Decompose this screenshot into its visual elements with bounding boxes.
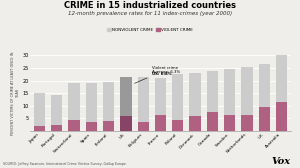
Bar — [34, 126, 45, 131]
Bar — [224, 69, 235, 115]
Bar — [51, 94, 62, 125]
Text: Violent crime
Average: 6.3%: Violent crime Average: 6.3% — [134, 66, 180, 83]
Bar — [172, 120, 183, 131]
Text: 12-month prevalence rates for 11 index-crimes (year 2000): 12-month prevalence rates for 11 index-c… — [68, 11, 232, 16]
Bar — [155, 115, 166, 131]
Bar — [51, 125, 62, 131]
Bar — [68, 83, 80, 120]
Bar — [155, 78, 166, 115]
Bar — [241, 67, 253, 115]
Bar — [190, 116, 201, 131]
Bar — [120, 116, 131, 131]
Bar — [207, 71, 218, 112]
Bar — [207, 112, 218, 131]
Bar — [86, 83, 97, 122]
Bar — [241, 115, 253, 131]
Text: Vox: Vox — [272, 157, 291, 166]
Legend: NONVIOLENT CRIME, VIOLENT CRIME: NONVIOLENT CRIME, VIOLENT CRIME — [105, 26, 195, 34]
Bar — [190, 73, 201, 116]
Bar — [138, 122, 149, 131]
Bar — [86, 122, 97, 131]
Bar — [276, 54, 287, 102]
Y-axis label: PERCENT VICTIMS OF CRIME AT LEAST ONCE IN
YEAR: PERCENT VICTIMS OF CRIME AT LEAST ONCE I… — [11, 52, 20, 135]
Bar — [259, 64, 270, 107]
Bar — [103, 82, 114, 121]
Text: US: 6.8%: US: 6.8% — [152, 72, 172, 76]
Bar — [259, 107, 270, 131]
Bar — [103, 121, 114, 131]
Bar — [68, 120, 80, 131]
Bar — [120, 77, 131, 116]
Text: SOURCE: Jeffrey Swanson, International Crime Victims Survey, Gallup Europe.: SOURCE: Jeffrey Swanson, International C… — [3, 162, 127, 166]
Bar — [138, 77, 149, 122]
Text: CRIME in 15 industrialized countries: CRIME in 15 industrialized countries — [64, 1, 236, 10]
Bar — [172, 74, 183, 120]
Bar — [34, 93, 45, 126]
Bar — [276, 102, 287, 131]
Bar — [224, 115, 235, 131]
